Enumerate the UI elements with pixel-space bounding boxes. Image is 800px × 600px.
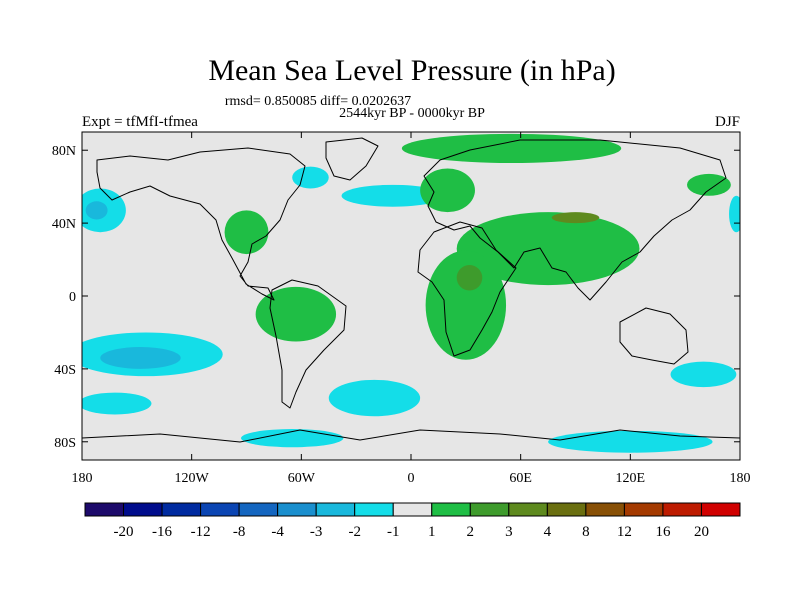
- x-tick-label-6: 180: [730, 471, 751, 486]
- coast-south-america: [269, 279, 347, 409]
- colorbar-bin-8: [392, 502, 433, 517]
- colorbar-bin-13: [585, 502, 625, 517]
- colorbar-label-15: 20: [694, 524, 709, 540]
- colorbar-label-5: -3: [310, 524, 323, 540]
- colorbar-bin-7: [354, 502, 394, 517]
- experiment-label: Expt = tfMfI-tfmea: [82, 114, 198, 130]
- colorbar-bin-11: [508, 502, 548, 517]
- region-antarctic-pac: [548, 430, 713, 453]
- region-n-atlantic-east: [341, 184, 444, 207]
- colorbar-label-7: -1: [387, 524, 400, 540]
- colorbar-label-2: -12: [191, 524, 211, 540]
- region-europe-green: [420, 168, 475, 213]
- y-tick-label-2: 0: [69, 290, 76, 305]
- period-label: 2544kyr BP - 0000kyr BP: [339, 106, 485, 121]
- region-north-africa-core: [456, 265, 483, 291]
- colorbar-label-10: 3: [505, 524, 513, 540]
- colorbar-label-8: 1: [428, 524, 436, 540]
- y-axis: 80N 40N 0 40S 80S: [52, 144, 740, 451]
- coast-north-america: [96, 147, 306, 301]
- region-tasman: [670, 361, 737, 388]
- colorbar-bin-12: [546, 502, 587, 517]
- x-tick-label-0: 180: [72, 471, 93, 486]
- stats-line: rmsd= 0.850085 diff= 0.0202637: [225, 94, 411, 109]
- colorbar-label-6: -2: [348, 524, 361, 540]
- region-s-atlantic-south: [328, 379, 421, 417]
- colorbar-bin-15: [662, 502, 702, 517]
- colorbar-label-12: 8: [582, 524, 590, 540]
- colorbar-bin-3: [200, 502, 240, 517]
- region-s-pacific-low-core: [100, 347, 181, 369]
- y-tick-label-4: 80S: [54, 436, 76, 451]
- x-tick-label-1: 120W: [175, 471, 210, 486]
- map-background: [82, 132, 740, 460]
- colorbar-label-9: 2: [467, 524, 475, 540]
- colorbar-label-4: -4: [271, 524, 284, 540]
- colorbar-bin-16: [700, 502, 741, 517]
- region-south-america-green: [255, 286, 337, 342]
- coast-africa: [417, 221, 517, 357]
- colorbar: -20 -16 -12 -8 -4 -3 -2 -1 1 2 3 4 8 12 16 20: [84, 502, 741, 540]
- colorbar-label-14: 16: [655, 524, 671, 540]
- colorbar-bin-4: [238, 502, 279, 517]
- coast-antarctica: [82, 429, 740, 443]
- x-tick-label-4: 60E: [509, 471, 532, 486]
- x-tick-label-3: 0: [408, 471, 415, 486]
- region-antarctic-atl: [241, 429, 344, 448]
- region-tibet-core: [551, 212, 600, 224]
- anomaly-regions: [82, 133, 740, 453]
- x-tick-label-2: 60W: [288, 471, 316, 486]
- colorbar-label-11: 4: [544, 524, 552, 540]
- x-axis: 180 120W 60W 0 60E 120E 180: [72, 132, 751, 486]
- colorbar-bin-0: [84, 502, 125, 517]
- coast-greenland: [325, 137, 379, 181]
- colorbar-bin-14: [623, 502, 664, 517]
- chart-title: Mean Sea Level Pressure (in hPa): [208, 54, 615, 87]
- colorbar-bin-5: [277, 502, 317, 517]
- colorbar-bin-10: [469, 502, 510, 517]
- colorbar-bin-2: [161, 502, 202, 517]
- coast-eurasia: [423, 139, 727, 301]
- colorbar-label-13: 12: [617, 524, 632, 540]
- region-n-pacific-low-core: [85, 201, 108, 220]
- colorbar-bin-6: [315, 502, 356, 517]
- region-s-pacific-band: [82, 392, 152, 415]
- y-tick-label-1: 40N: [52, 217, 76, 232]
- colorbar-label-1: -16: [152, 524, 172, 540]
- x-tick-label-5: 120E: [616, 471, 646, 486]
- region-kamchatka-green: [686, 173, 731, 196]
- region-arctic-green: [401, 133, 622, 163]
- map-area: [82, 132, 740, 460]
- season-label: DJF: [715, 114, 740, 130]
- y-tick-label-3: 40S: [54, 363, 76, 378]
- coastlines: [82, 137, 740, 443]
- region-n-atlantic-west: [292, 166, 329, 189]
- colorbar-label-0: -20: [114, 524, 134, 540]
- colorbar-label-3: -8: [233, 524, 246, 540]
- y-tick-label-0: 80N: [52, 144, 76, 159]
- region-n-america-east: [224, 210, 269, 255]
- region-eurasia-green: [456, 212, 640, 286]
- colorbar-bin-1: [123, 502, 163, 517]
- coast-australia: [619, 307, 689, 365]
- colorbar-bin-9: [431, 502, 471, 517]
